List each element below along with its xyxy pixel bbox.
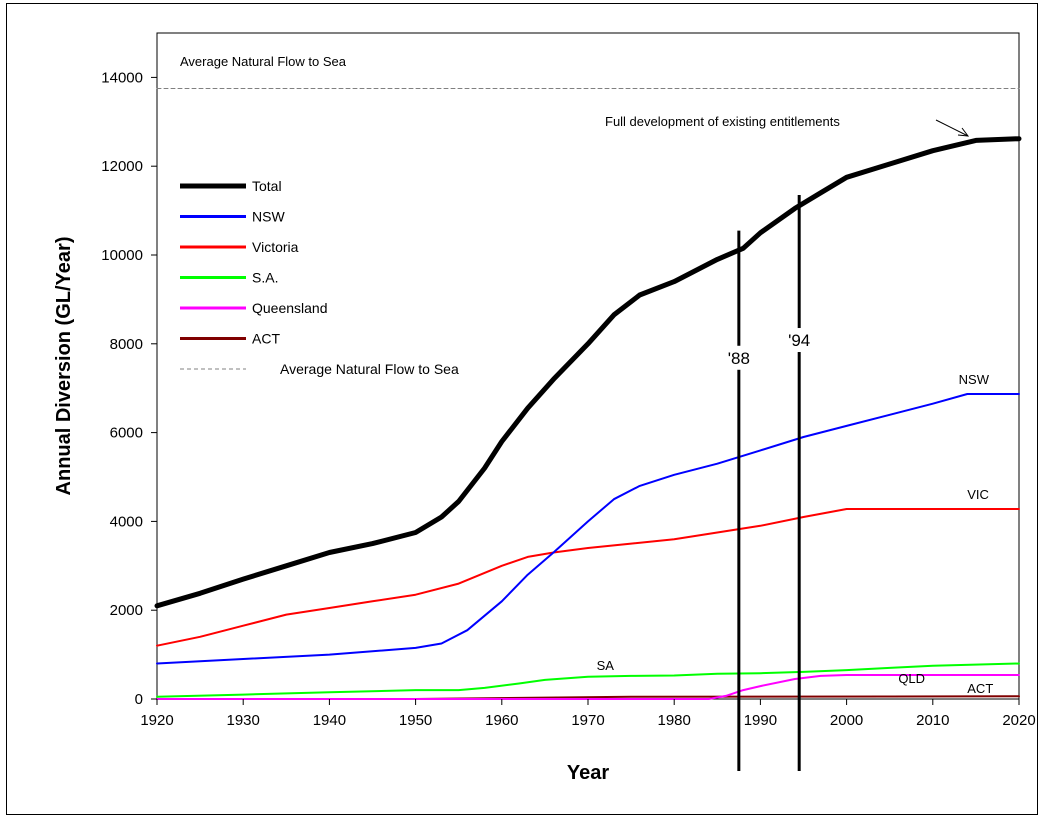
vertical-marker-label: '94 [788, 331, 810, 350]
series-line-total [154, 136, 1022, 609]
y-tick-label: 12000 [101, 158, 143, 175]
x-axis-title: Year [567, 762, 609, 784]
plot-area [156, 32, 1020, 700]
series-line-s-a- [156, 662, 1020, 698]
y-tick-label: 6000 [110, 425, 143, 442]
vertical-marker-label-bg [722, 345, 755, 370]
x-tick-label: 2020 [1002, 712, 1035, 729]
x-tick-label: 1980 [658, 712, 691, 729]
marker-layer: '88 '94 [722, 195, 816, 771]
x-tick-label: 1960 [485, 712, 518, 729]
vertical-marker-label: '88 [728, 349, 750, 368]
series-tag: VIC [967, 487, 989, 502]
y-tick-label: 4000 [110, 513, 143, 530]
flow-label: Average Natural Flow to Sea [180, 54, 347, 69]
y-axis-title: Annual Diversion (GL/Year) [53, 237, 75, 496]
y-tick-label: 8000 [110, 336, 143, 353]
legend-label: S.A. [252, 270, 278, 286]
y-tick-label: 2000 [110, 602, 143, 619]
series-layer [154, 88, 1022, 700]
x-tick-label: 1970 [571, 712, 604, 729]
series-tag: NSW [959, 372, 990, 387]
full-development-annotation: Full development of existing entitlement… [605, 114, 840, 129]
legend-label: NSW [252, 209, 285, 225]
legend-label: Total [252, 178, 282, 194]
x-tick-label: 1950 [399, 712, 432, 729]
vertical-marker-label-bg [783, 328, 816, 353]
x-tick-label: 1920 [140, 712, 173, 729]
legend-label: Victoria [252, 239, 299, 255]
y-tick-label: 14000 [101, 69, 143, 86]
full-development-arrowhead [957, 127, 970, 137]
y-tick-label: 0 [135, 691, 143, 708]
series-tag: ACT [967, 681, 993, 696]
x-tick-label: 1990 [744, 712, 777, 729]
x-tick-label: 2000 [830, 712, 863, 729]
legend: Total NSW Victoria S.A. Queensland ACTAverage… [180, 178, 459, 377]
tick-layer: 1920 1930 1940 1950 1960 1970 1980 1990 2000 2010… [101, 69, 1035, 729]
annot-layer: Average Natural Flow to Sea Full develop… [180, 54, 993, 696]
x-tick-label: 1940 [313, 712, 346, 729]
full-development-arrow [935, 119, 969, 137]
legend-label: Average Natural Flow to Sea [280, 361, 459, 377]
y-tick-label: 10000 [101, 247, 143, 264]
series-tag: QLD [898, 671, 925, 686]
series-line-queensland [156, 674, 1020, 700]
series-line-nsw [156, 393, 1020, 665]
legend-label: Queensland [252, 300, 328, 316]
x-tick-label: 2010 [916, 712, 949, 729]
x-tick-label: 1930 [227, 712, 260, 729]
legend-label: ACT [252, 331, 280, 347]
series-line-victoria [156, 508, 1020, 647]
series-tag: SA [597, 658, 615, 673]
